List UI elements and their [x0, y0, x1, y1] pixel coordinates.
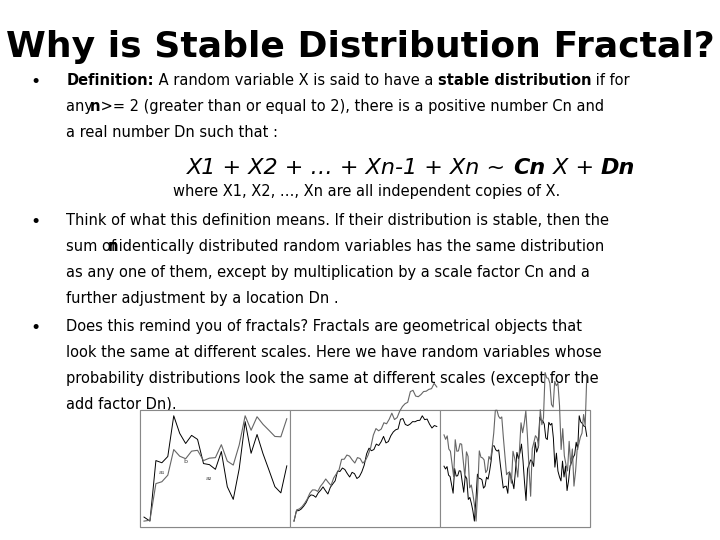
Text: A random variable X is said to have a: A random variable X is said to have a: [154, 73, 438, 88]
Text: Does this remind you of fractals? Fractals are geometrical objects that: Does this remind you of fractals? Fracta…: [66, 319, 582, 334]
Text: look the same at different scales. Here we have random variables whose: look the same at different scales. Here …: [66, 345, 602, 360]
Text: •: •: [30, 319, 40, 337]
Text: •: •: [30, 213, 40, 231]
Text: b: b: [184, 458, 188, 464]
Text: >= 2 (greater than or equal to 2), there is a positive number Cn and: >= 2 (greater than or equal to 2), there…: [96, 99, 604, 114]
Text: further adjustment by a location Dn .: further adjustment by a location Dn .: [66, 291, 339, 306]
Text: add factor Dn).: add factor Dn).: [66, 397, 177, 412]
Text: a₂: a₂: [205, 476, 212, 481]
Text: Cn: Cn: [513, 158, 546, 178]
Text: a₁: a₁: [158, 470, 165, 475]
Text: Why is Stable Distribution Fractal?: Why is Stable Distribution Fractal?: [6, 30, 714, 64]
Text: n: n: [89, 99, 100, 114]
Text: a real number Dn such that :: a real number Dn such that :: [66, 125, 278, 140]
Text: probability distributions look the same at different scales (except for the: probability distributions look the same …: [66, 371, 599, 386]
Bar: [140, 410, 290, 526]
Text: sum of: sum of: [66, 239, 121, 254]
Text: where X1, X2, …, Xn are all independent copies of X.: where X1, X2, …, Xn are all independent …: [173, 184, 560, 199]
FancyBboxPatch shape: [140, 410, 590, 526]
Text: stable distribution: stable distribution: [438, 73, 591, 88]
Text: •: •: [30, 73, 40, 91]
Bar: [290, 410, 441, 526]
Text: n: n: [108, 239, 119, 254]
Text: Think of what this definition means. If their distribution is stable, then the: Think of what this definition means. If …: [66, 213, 609, 228]
Text: Definition:: Definition:: [66, 73, 154, 88]
Text: X +: X +: [546, 158, 601, 178]
Text: identically distributed random variables has the same distribution: identically distributed random variables…: [114, 239, 605, 254]
Text: Dn: Dn: [601, 158, 635, 178]
Text: X1 + X2 + … + Xn-1 + Xn ~: X1 + X2 + … + Xn-1 + Xn ~: [187, 158, 513, 178]
Text: any: any: [66, 99, 98, 114]
Text: as any one of them, except by multiplication by a scale factor Cn and a: as any one of them, except by multiplica…: [66, 265, 590, 280]
Text: if for: if for: [591, 73, 630, 88]
Bar: [441, 410, 590, 526]
